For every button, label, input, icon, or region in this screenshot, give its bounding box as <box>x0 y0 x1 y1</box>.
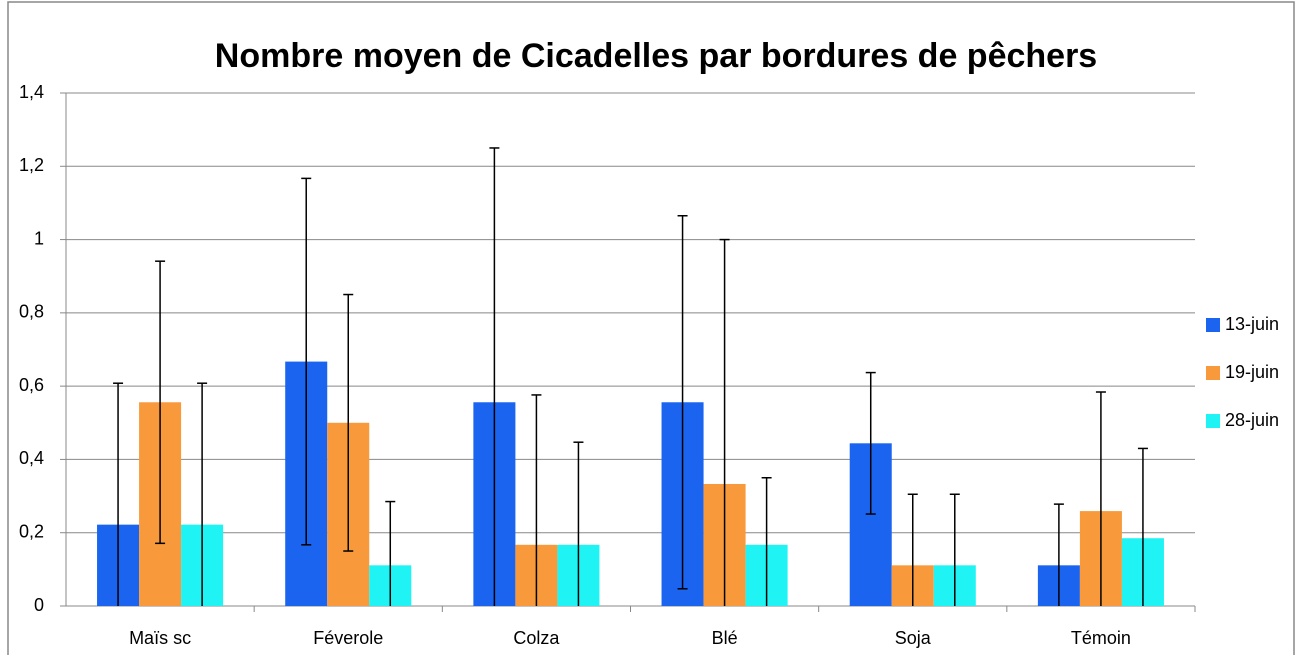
y-tick-label: 0 <box>34 595 44 615</box>
x-tick-label: Féverole <box>313 628 383 648</box>
x-tick-label: Colza <box>513 628 560 648</box>
legend-swatch <box>1206 318 1220 332</box>
y-tick-label: 0,8 <box>19 302 44 322</box>
x-tick-label: Soja <box>895 628 932 648</box>
chart-title: Nombre moyen de Cicadelles par bordures … <box>215 37 1097 75</box>
y-tick-label: 1,2 <box>19 155 44 175</box>
legend-swatch <box>1206 414 1220 428</box>
legend-swatch <box>1206 366 1220 380</box>
x-tick-label: Témoin <box>1071 628 1131 648</box>
y-tick-label: 0,2 <box>19 521 44 541</box>
y-tick-label: 0,6 <box>19 375 44 395</box>
x-tick-label: Maïs sc <box>129 628 191 648</box>
y-tick-label: 0,4 <box>19 448 44 468</box>
y-tick-label: 1,4 <box>19 82 44 102</box>
legend-label: 19-juin <box>1225 362 1279 382</box>
x-tick-label: Blé <box>712 628 738 648</box>
legend-label: 28-juin <box>1225 410 1279 430</box>
y-tick-label: 1 <box>34 228 44 248</box>
legend-label: 13-juin <box>1225 314 1279 334</box>
